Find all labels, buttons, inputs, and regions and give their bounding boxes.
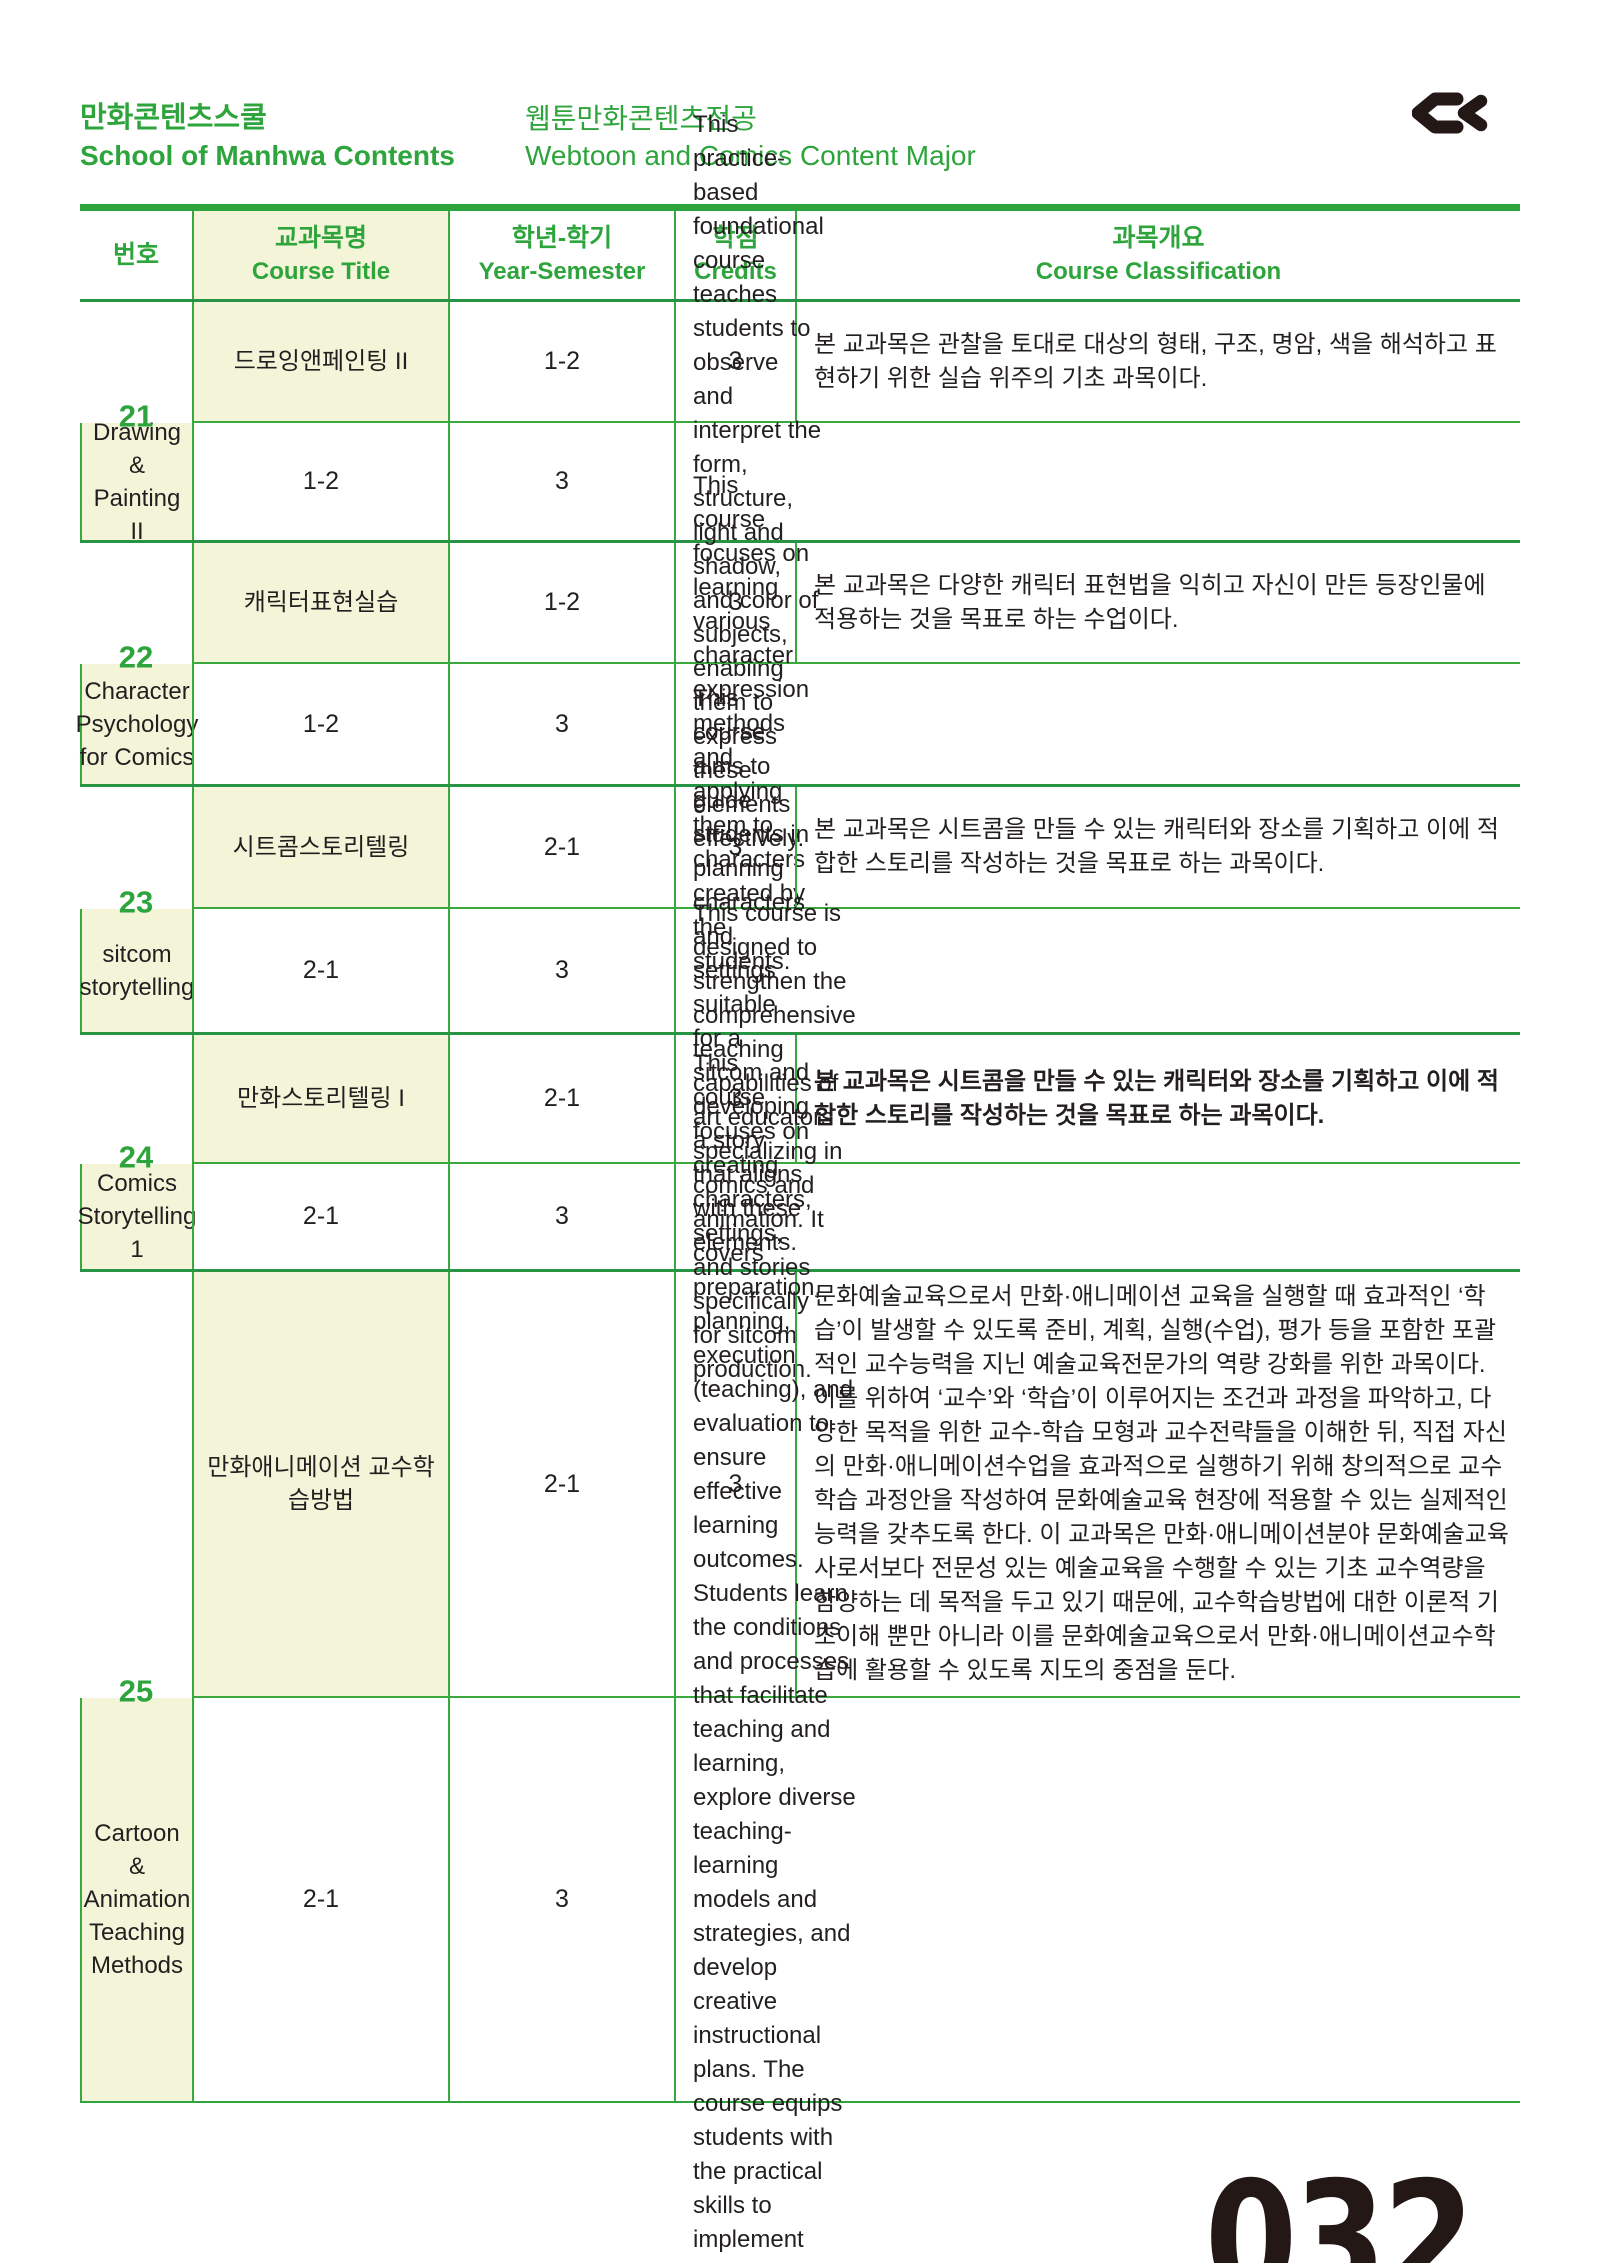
course-desc-ko: 본 교과목은 시트콤을 만들 수 있는 캐릭터와 장소를 기획하고 이에 적합한… — [795, 787, 1520, 909]
course-year-ko: 1-2 — [448, 302, 674, 423]
column-header-number-ko: 번호 — [112, 241, 159, 269]
major-name-korean: 웹툰만화콘텐츠전공 — [525, 103, 757, 134]
course-title-en: sitcom storytelling — [80, 909, 194, 1032]
course-desc-ko: 본 교과목은 관찰을 토대로 대상의 형태, 구조, 명암, 색을 해석하고 표… — [795, 302, 1520, 423]
course-number-cell: 22 — [80, 543, 192, 675]
column-header-title-en: Course Title — [251, 258, 391, 285]
course-number-cell: 23 — [80, 787, 192, 920]
course-desc-ko: 본 교과목은 시트콤을 만들 수 있는 캐릭터와 장소를 기획하고 이에 적합한… — [795, 1035, 1520, 1164]
column-header-course-title: 교과목명 Course Title — [192, 211, 448, 299]
column-header-title-ko: 교과목명 — [274, 224, 367, 252]
course-credits-en: 3 — [448, 1164, 674, 1269]
column-header-overview-ko: 과목개요 — [1112, 224, 1205, 252]
course-credits-ko: 3 — [674, 1035, 795, 1164]
major-name-block: 웹툰만화콘텐츠전공 Webtoon and Comics Content Maj… — [525, 100, 976, 174]
course-number: 22 — [118, 639, 154, 675]
course-year-en: 2-1 — [192, 1698, 448, 2101]
school-name-block: 만화콘텐츠스쿨 School of Manhwa Contents — [80, 100, 455, 174]
column-header-overview: 과목개요 Course Classification — [795, 211, 1520, 299]
column-header-credits-ko: 학점 — [712, 224, 759, 252]
school-name-english: School of Manhwa Contents — [80, 140, 455, 171]
table-header-row: 번호 교과목명 Course Title 학년-학기 Year-Semester… — [80, 211, 1520, 302]
course-desc-ko: 본 교과목은 다양한 캐릭터 표현법을 익히고 자신이 만든 등장인물에 적용하… — [795, 543, 1520, 664]
course-year-ko: 2-1 — [448, 1272, 674, 1698]
course-credits-en: 3 — [448, 664, 674, 784]
page-number: 032 — [1205, 2148, 1475, 2263]
course-title-ko: 만화애니메이션 교수학습방법 — [192, 1272, 448, 1698]
course-row-25: 25 만화애니메이션 교수학습방법 2-1 3 문화예술교육으로서 만화·애니메… — [80, 900, 1520, 2263]
column-header-year-semester: 학년-학기 Year-Semester — [448, 211, 674, 299]
course-credits-en: 3 — [448, 909, 674, 1032]
course-number: 25 — [118, 1673, 154, 1709]
course-year-en: 1-2 — [192, 423, 448, 540]
course-credits-ko: 3 — [674, 302, 795, 423]
course-title-ko: 만화스토리텔링 I — [192, 1035, 448, 1164]
course-number: 21 — [118, 398, 154, 434]
column-header-credits-en: Credits — [694, 258, 777, 285]
course-title-ko: 캐릭터표현실습 — [192, 543, 448, 664]
course-title-en: Cartoon & Animation Teaching Methods — [80, 1698, 192, 2101]
course-title-en: Character Psychology for Comics — [76, 664, 198, 784]
major-name-english: Webtoon and Comics Content Major — [525, 140, 976, 171]
course-year-en: 2-1 — [192, 909, 448, 1032]
column-header-number: 번호 — [80, 211, 192, 299]
course-title-en: Drawing & Painting II — [80, 419, 192, 545]
course-credits-ko: 3 — [674, 543, 795, 664]
course-desc-ko: 문화예술교육으로서 만화·애니메이션 교육을 실행할 때 효과적인 ‘학습’이 … — [795, 1272, 1520, 1698]
course-credits-en: 3 — [448, 423, 674, 540]
column-header-year-ko: 학년-학기 — [511, 224, 613, 252]
course-number: 24 — [118, 1139, 154, 1175]
course-year-en: 2-1 — [192, 1164, 448, 1269]
course-year-en: 1-2 — [192, 664, 448, 784]
course-credits-ko: 3 — [674, 1272, 795, 1698]
column-header-overview-en: Course Classification — [1035, 258, 1282, 285]
course-title-ko: 드로잉앤페인팅 II — [192, 302, 448, 423]
course-number-cell: 21 — [80, 302, 192, 434]
column-header-credits: 학점 Credits — [674, 211, 795, 299]
school-name-korean: 만화콘텐츠스쿨 — [80, 102, 267, 134]
course-number-cell: 24 — [80, 1035, 192, 1175]
course-title-en: Comics Storytelling 1 — [78, 1164, 196, 1269]
ck-chevrons-logo-icon — [1412, 92, 1488, 134]
course-year-ko: 2-1 — [448, 1035, 674, 1164]
course-title-ko: 시트콤스토리텔링 — [192, 787, 448, 909]
course-credits-ko: 3 — [674, 787, 795, 909]
course-year-ko: 1-2 — [448, 543, 674, 664]
course-desc-en: This course is designed to strengthen th… — [674, 900, 856, 2263]
course-credits-en: 3 — [448, 1698, 674, 2101]
course-year-ko: 2-1 — [448, 787, 674, 909]
course-number-cell: 25 — [80, 1272, 192, 1709]
course-table: 번호 교과목명 Course Title 학년-학기 Year-Semester… — [76, 111, 1520, 2263]
column-header-year-en: Year-Semester — [478, 258, 646, 285]
course-number: 23 — [118, 884, 154, 920]
